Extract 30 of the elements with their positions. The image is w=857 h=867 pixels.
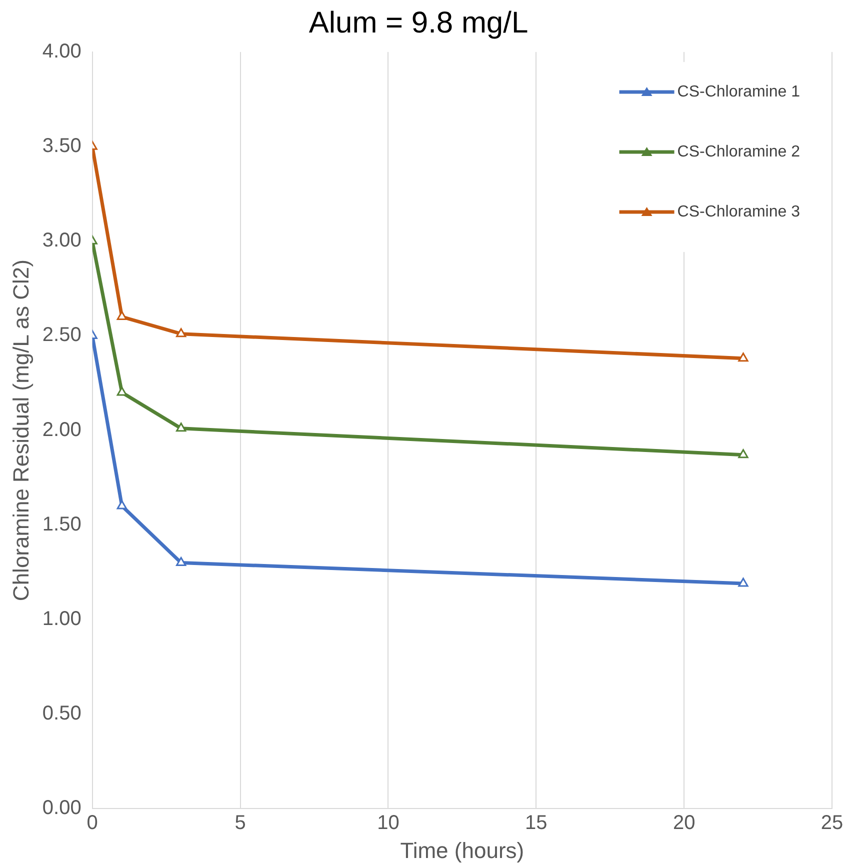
y-tick-label: 1.50 [42, 513, 82, 536]
point [176, 328, 186, 338]
legend-label: CS-Chloramine 3 [677, 203, 800, 220]
y-tick-label: 0.00 [42, 797, 82, 820]
point [116, 500, 127, 510]
point [738, 578, 748, 587]
y-tick-label: 3.50 [42, 135, 82, 158]
legend-label: CS-Chloramine 2 [677, 143, 800, 160]
point [116, 386, 127, 396]
x-axis-title: Time (hours) [400, 838, 524, 863]
x-tick-label: 5 [234, 812, 246, 834]
x-tick-label: 15 [525, 812, 548, 834]
y-tick-label: 0.50 [42, 702, 82, 725]
y-axis-title: Chloramine Residual (mg/L as Cl2) [8, 260, 34, 602]
y-tick-label: 1.00 [42, 608, 82, 630]
point [116, 311, 127, 320]
y-tick-label: 2.50 [42, 324, 82, 346]
point [176, 422, 186, 432]
y-tick-label: 2.00 [42, 418, 82, 441]
point [176, 556, 186, 566]
x-tick-label: 10 [377, 812, 400, 834]
chart-title: Alum = 9.8 mg/L [308, 6, 528, 40]
legend-label: CS-Chloramine 1 [677, 83, 800, 100]
point [738, 352, 748, 362]
y-tick-label: 4.00 [42, 40, 82, 63]
point [738, 449, 748, 458]
y-tick-label: 3.00 [42, 230, 82, 252]
x-tick-label: 20 [672, 812, 696, 834]
x-tick-label: 25 [820, 812, 844, 834]
x-tick-label: 0 [86, 812, 98, 834]
